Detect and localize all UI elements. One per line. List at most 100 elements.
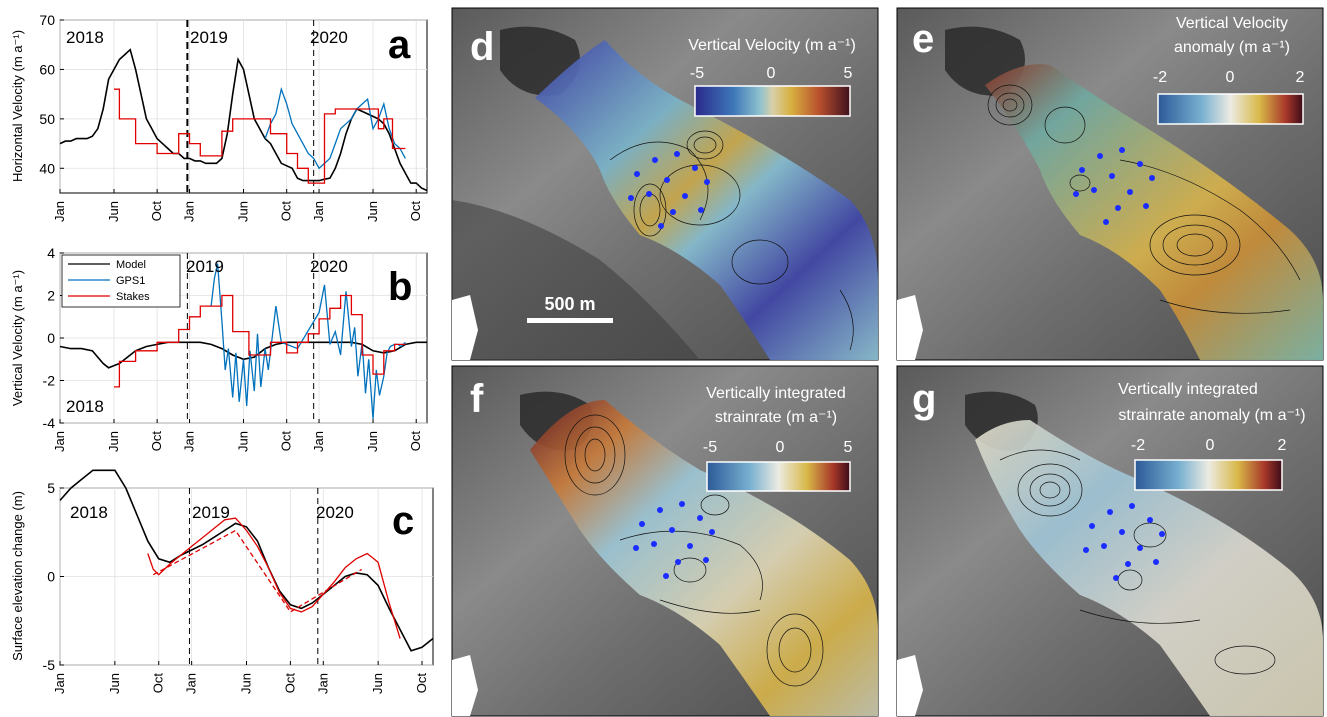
ytick-label: 0: [47, 330, 55, 346]
xtick-label: Jun: [106, 201, 121, 222]
panel-d: Vertical Velocity (m a⁻¹) -5 0 5 500 m d: [451, 7, 879, 361]
panel-b-xticks: Jan Jun Oct Jan Jun Oct Jan Jun Oct: [52, 419, 423, 452]
xtick-label: Jun: [106, 431, 121, 452]
panel-e-contours: [987, 84, 1301, 314]
panel-a-series: [59, 48, 428, 192]
survey-point-dot-icon: [698, 207, 704, 213]
panel-g-cbar-title-2: strainrate anomaly (m a⁻¹): [1118, 407, 1305, 424]
survey-point-dot-icon: [1119, 147, 1125, 153]
panel-b-yticks: -4 -2 0 2 4: [43, 245, 64, 431]
ytick-label: 2: [47, 288, 55, 304]
survey-point-dot-icon: [703, 557, 709, 563]
panel-c-year-2018: 2018: [70, 503, 108, 522]
panel-a-year-2019: 2019: [190, 28, 228, 47]
xtick-label: Oct: [282, 673, 297, 694]
panel-f-cbar: [706, 461, 851, 492]
survey-point-dot-icon: [646, 191, 652, 197]
ytick-label: -5: [43, 657, 56, 673]
legend-stakes-label: Stakes: [116, 291, 150, 303]
ytick-label: 50: [39, 111, 55, 127]
panel-d-survey-dots: [628, 151, 710, 229]
panel-e-cbar: [1157, 93, 1304, 125]
survey-point-dot-icon: [1079, 167, 1085, 173]
panel-f-cbar-tick-max: 5: [844, 439, 853, 456]
panel-e: Vertical Velocity anomaly (m a⁻¹) -2 0 2…: [896, 7, 1324, 361]
panel-b-letter: b: [388, 265, 412, 309]
survey-point-dot-icon: [1137, 161, 1143, 167]
panel-f-cbar-tick-mid: 0: [776, 439, 785, 456]
panel-c-series: [59, 469, 434, 652]
panel-a-year-2018: 2018: [66, 28, 104, 47]
survey-point-dot-icon: [1147, 517, 1153, 523]
panel-a-xticks: Jan Jun Oct Jan Jun Oct Jan Jun Oct: [52, 189, 423, 222]
survey-point-dot-icon: [709, 529, 715, 535]
survey-point-dot-icon: [675, 559, 681, 565]
survey-point-dot-icon: [697, 515, 703, 521]
survey-point-dot-icon: [1107, 509, 1113, 515]
panel-b-year-2020: 2020: [310, 257, 348, 276]
panel-f-cbar-title-1: Vertically integrated: [706, 385, 846, 402]
panel-g-letter: g: [912, 377, 936, 421]
panel-f-survey-dots: [633, 501, 715, 579]
series-line-stakes-trend: [152, 529, 363, 613]
panel-g-survey-dots: [1083, 503, 1165, 581]
survey-point-dot-icon: [1129, 503, 1135, 509]
survey-point-dot-icon: [652, 157, 658, 163]
survey-point-dot-icon: [704, 179, 710, 185]
panel-d-scalebar-label: 500 m: [544, 294, 595, 314]
survey-point-dot-icon: [687, 543, 693, 549]
panel-f-letter: f: [470, 377, 484, 421]
survey-point-dot-icon: [1127, 189, 1133, 195]
panel-f-contours: [564, 414, 824, 687]
panel-b-year-2018: 2018: [66, 397, 104, 416]
survey-point-dot-icon: [1115, 205, 1121, 211]
survey-point-dot-icon: [639, 521, 645, 527]
panel-f-snow-patch: [452, 655, 478, 716]
survey-point-dot-icon: [658, 223, 664, 229]
survey-point-dot-icon: [669, 527, 675, 533]
survey-point-dot-icon: [674, 151, 680, 157]
panel-c-letter: c: [392, 499, 414, 543]
panel-d-scalebar-bar: [527, 318, 613, 323]
survey-point-dot-icon: [1083, 547, 1089, 553]
survey-point-dot-icon: [628, 195, 634, 201]
xtick-label: Jan: [52, 201, 67, 222]
series-line-stakes: [147, 517, 401, 639]
panel-e-survey-dots: [1073, 147, 1155, 225]
ytick-label: 0: [47, 569, 55, 585]
panel-d-letter: d: [470, 25, 494, 69]
ytick-label: -2: [43, 373, 56, 389]
survey-point-dot-icon: [664, 177, 670, 183]
panel-f: Vertically integrated strainrate (m a⁻¹)…: [451, 365, 879, 717]
xtick-label: Jan: [311, 201, 326, 222]
panel-d-glacier: [535, 40, 878, 360]
ytick-label: 70: [39, 12, 55, 28]
panel-d-cbar: [694, 85, 851, 117]
panel-d-cbar-title: Vertical Velocity (m a⁻¹): [688, 37, 856, 54]
panel-c: -5 0 5 Jan Jun Oct Jan Jun Oct Jan Jun Oct Surface…: [10, 469, 434, 694]
panel-f-cbar-tick-min: -5: [703, 439, 717, 456]
panel-b-year-2019: 2019: [186, 257, 224, 276]
panel-b: -4 -2 0 2 4 Jan Jun Oct Jan Jun Oct Jan Jun Oct Vert…: [10, 245, 428, 452]
panel-a-letter: a: [388, 23, 411, 67]
panel-d-scalebar: 500 m: [527, 294, 613, 323]
panel-c-yticks: -5 0 5: [43, 480, 64, 673]
panel-g-cbar: [1134, 459, 1283, 491]
panel-e-cbar-tick-mid: 0: [1226, 69, 1235, 86]
survey-point-dot-icon: [1119, 529, 1125, 535]
survey-point-dot-icon: [1143, 203, 1149, 209]
panel-c-grid: [59, 487, 433, 666]
panel-d-ridge-shadow: [452, 200, 700, 360]
panel-g-glacier: [975, 420, 1323, 716]
panel-f-colorbar: Vertically integrated strainrate (m a⁻¹)…: [703, 385, 853, 492]
survey-point-dot-icon: [1159, 531, 1165, 537]
xtick-label: Jan: [182, 431, 197, 452]
xtick-label: Oct: [408, 431, 423, 452]
ytick-label: -4: [43, 415, 56, 431]
survey-point-dot-icon: [670, 209, 676, 215]
series-line-model: [59, 469, 434, 652]
xtick-label: Oct: [408, 201, 423, 222]
survey-point-dot-icon: [1153, 559, 1159, 565]
xtick-label: Jan: [52, 673, 67, 694]
